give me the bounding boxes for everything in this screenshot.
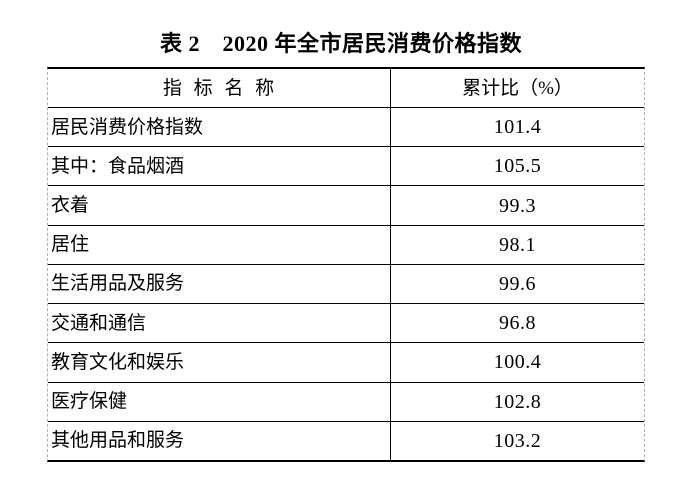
row-label: 其他用品和服务 [48,421,391,460]
row-value: 105.5 [493,155,542,178]
table-row: 居民消费价格指数 101.4 [48,108,644,148]
table-row: 居住 98.1 [48,225,644,265]
row-label: 医疗保健 [48,382,391,421]
row-value: 99.3 [499,194,536,217]
table-row: 教育文化和娱乐 100.4 [48,343,644,383]
row-label: 衣着 [48,186,391,225]
row-value: 100.4 [493,351,542,374]
row-label: 居民消费价格指数 [48,108,391,147]
row-label: 其中：食品烟酒 [48,147,391,186]
table-row: 交通和通信 96.8 [48,304,644,344]
column-header-indicator-name: 指 标 名 称 [48,69,391,107]
cpi-table: 指 标 名 称 累计比（%） 居民消费价格指数 101.4 其中：食品烟酒 10… [47,67,645,462]
row-value: 96.8 [499,312,536,335]
table-row: 衣着 99.3 [48,186,644,226]
table-row: 生活用品及服务 99.6 [48,264,644,305]
row-label: 生活用品及服务 [48,264,391,304]
table-header-row: 指 标 名 称 累计比（%） [48,69,644,108]
row-value: 103.2 [493,429,542,452]
row-label: 交通和通信 [48,304,391,343]
row-value: 98.1 [499,233,536,256]
table-row: 医疗保健 102.8 [48,382,644,422]
table-row: 其他用品和服务 103.2 [48,421,644,460]
table-row: 其中：食品烟酒 105.5 [48,147,644,187]
table-title: 表 2 2020 年全市居民消费价格指数 [159,31,522,56]
row-value: 101.4 [493,116,542,139]
row-value: 99.6 [499,272,536,295]
row-label: 教育文化和娱乐 [48,343,391,382]
row-value: 102.8 [493,390,542,413]
row-label: 居住 [48,225,391,264]
column-header-cumulative-ratio: 累计比（%） [462,77,573,99]
